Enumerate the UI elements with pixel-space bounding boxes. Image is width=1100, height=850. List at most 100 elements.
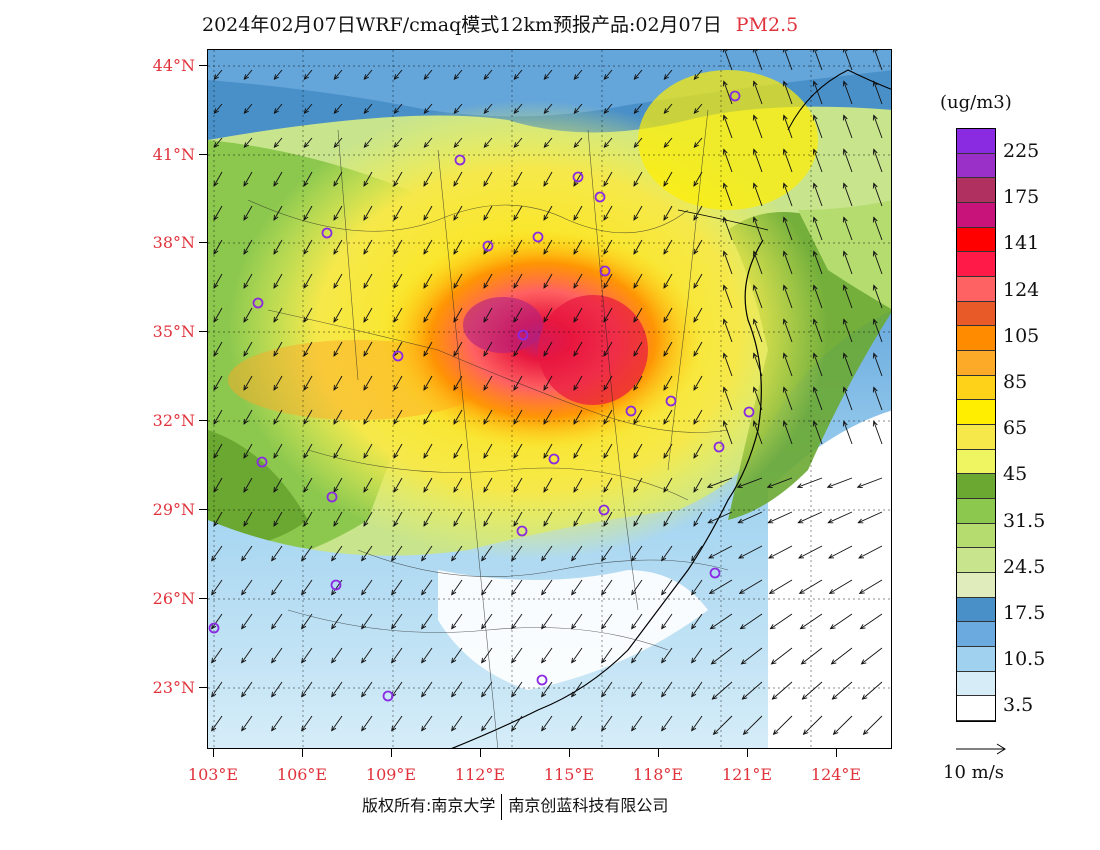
wind-vector (783, 353, 793, 377)
wind-vector-head (543, 316, 549, 323)
wind-vector (423, 511, 433, 527)
wind-vector (363, 477, 373, 493)
wind-vector-head (363, 452, 369, 459)
wind-vector (798, 511, 823, 524)
wind-vector (273, 307, 283, 323)
wind-vector (603, 307, 613, 323)
wind-vector (693, 273, 703, 289)
wind-vector (541, 681, 553, 697)
wind-vector-head (423, 486, 429, 493)
wind-vector (843, 353, 853, 377)
city-marker (713, 441, 725, 453)
wind-vector-head (453, 74, 459, 81)
wind-vector (541, 715, 553, 731)
wind-vector (573, 341, 583, 357)
wind-vector (693, 409, 703, 425)
wind-vector (421, 681, 433, 697)
colorbar-segment (957, 153, 995, 179)
wind-vector-head (738, 553, 745, 559)
wind-vector-head (513, 452, 519, 459)
wind-vector (331, 681, 343, 697)
wind-vector-head (483, 142, 489, 149)
wind-vector-head (273, 418, 279, 425)
wind-vector-head (393, 142, 399, 149)
wind-vector (273, 137, 283, 148)
wind-vector (691, 613, 703, 629)
wind-vector-head (543, 142, 549, 149)
wind-vector-head (740, 659, 747, 665)
wind-vector-head (768, 553, 775, 559)
colorbar-label: 141 (1003, 232, 1040, 255)
tick (747, 749, 748, 757)
wind-vector-head (633, 350, 639, 357)
wind-vector (333, 409, 343, 425)
city-marker (208, 622, 220, 634)
wind-vector-head (511, 555, 517, 562)
wind-vector-head (722, 386, 728, 393)
wind-vector (753, 421, 763, 445)
wind-vector (333, 103, 343, 114)
wind-vector-head (872, 386, 878, 393)
lon-label-106: 106°E (276, 765, 328, 784)
lon-label-118: 118°E (632, 765, 684, 784)
wind-vector (303, 511, 313, 527)
wind-vector (213, 137, 223, 148)
wind-vector-head (271, 555, 277, 562)
wind-vector-head (303, 316, 309, 323)
wind-vector (363, 511, 373, 527)
city-marker (625, 405, 637, 417)
wind-vector-head (393, 316, 399, 323)
wind-vector-head (453, 520, 459, 527)
wind-vector (213, 205, 223, 221)
wind-vector-head (782, 352, 788, 359)
colorbar-segment (957, 252, 995, 277)
tick (391, 749, 392, 757)
wind-vector (603, 511, 613, 527)
wind-vector-head (421, 691, 427, 698)
city-marker (594, 191, 606, 203)
wind-vectors (211, 50, 883, 736)
city-marker (536, 674, 548, 686)
wind-vector (631, 647, 643, 663)
wind-vector-head (241, 657, 247, 664)
wind-vector (830, 613, 853, 630)
wind-vector (543, 239, 553, 255)
wind-vector-head (421, 555, 427, 562)
wind-vector (663, 239, 673, 255)
wind-vector (391, 545, 403, 561)
wind-vector (241, 613, 253, 629)
city-marker (330, 579, 342, 591)
wind-vector-head (273, 316, 279, 323)
wind-vector (754, 50, 763, 71)
wind-vector (513, 375, 523, 391)
wind-vector (663, 443, 673, 459)
wind-vector-head (766, 483, 773, 489)
wind-vector-head (802, 729, 809, 736)
wind-vector-head (303, 74, 309, 81)
wind-vector-head (213, 214, 219, 221)
wind-vector (601, 579, 613, 595)
wind-vector-head (663, 74, 669, 81)
wind-vector-head (241, 555, 247, 562)
wind-vector-head (363, 74, 369, 81)
wind-vector (723, 353, 733, 377)
wind-vector (513, 443, 523, 459)
wind-vector (573, 69, 583, 80)
wind-vector-head (601, 657, 607, 664)
wind-vector-head (861, 694, 868, 700)
wind-vector-head (453, 142, 459, 149)
wind-vector-head (631, 623, 637, 630)
wind-vector-head (453, 316, 459, 323)
wind-vector (813, 251, 823, 275)
wind-vector-head (633, 180, 639, 187)
wind-vector-head (543, 418, 549, 425)
wind-vector-head (573, 214, 579, 221)
wind-vector-head (571, 725, 577, 732)
wind-vector (453, 307, 463, 323)
wind-vector (393, 409, 403, 425)
wind-vector (633, 171, 643, 187)
city-marker (598, 504, 610, 516)
wind-vector (243, 375, 253, 391)
wind-vector (663, 307, 673, 323)
wind-vector (603, 103, 613, 114)
